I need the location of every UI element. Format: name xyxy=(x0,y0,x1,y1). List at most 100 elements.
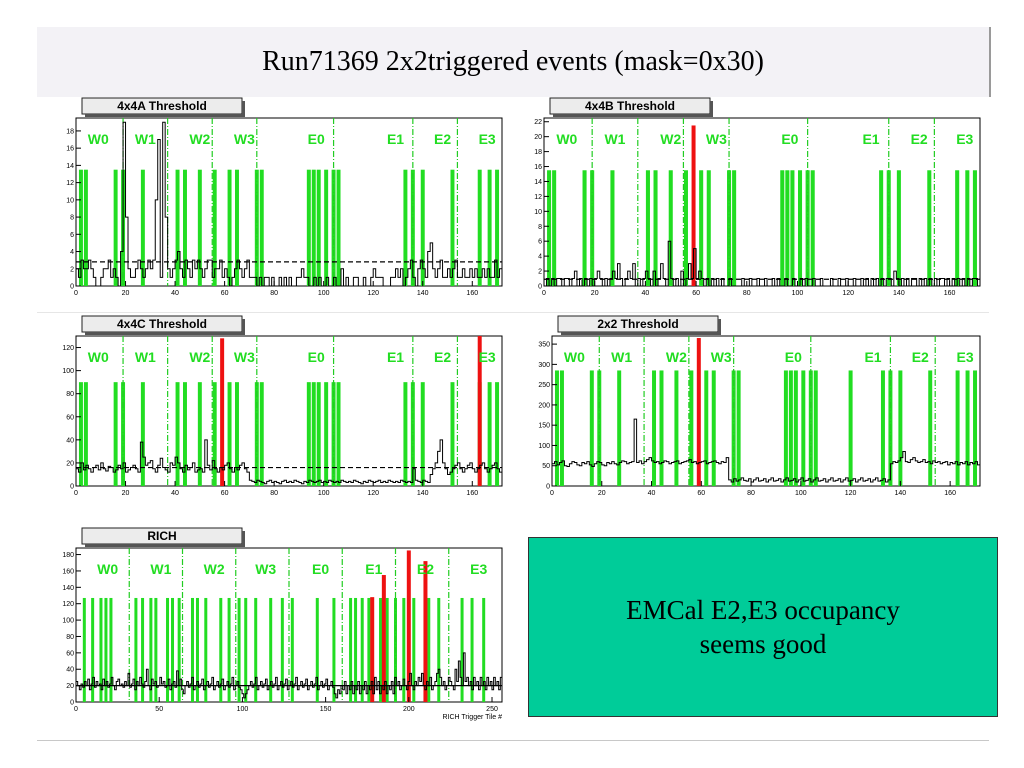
y-tick-label: 100 xyxy=(62,618,74,625)
region-label: E0 xyxy=(308,131,325,147)
green-strip xyxy=(324,382,329,486)
y-tick-label: 0 xyxy=(546,484,550,491)
y-tick-label: 6 xyxy=(70,232,74,239)
y-tick-label: 180 xyxy=(62,552,74,559)
x-tick-label: 0 xyxy=(542,290,546,297)
green-strip xyxy=(177,597,181,702)
y-tick-label: 200 xyxy=(538,402,550,409)
green-strip xyxy=(736,370,741,486)
green-strip xyxy=(403,169,408,286)
x-tick-label: 60 xyxy=(697,490,705,497)
y-tick-label: 0 xyxy=(70,484,74,491)
green-strip xyxy=(402,597,406,702)
x-tick-label: 140 xyxy=(417,290,429,297)
title-tab-shadow xyxy=(718,319,721,334)
green-strip xyxy=(324,169,329,286)
plot-frame xyxy=(75,117,503,287)
region-label: W2 xyxy=(189,349,210,365)
green-strip xyxy=(316,169,321,286)
green-strip xyxy=(420,382,425,486)
y-tick-label: 2 xyxy=(538,269,542,276)
histogram-trace xyxy=(552,418,980,486)
x-tick-label: 40 xyxy=(648,490,656,497)
title-tab-shadow xyxy=(85,332,245,335)
region-label: E2 xyxy=(434,349,451,365)
region-label: E2 xyxy=(434,131,451,147)
green-strip xyxy=(785,170,790,286)
y-tick-label: 60 xyxy=(66,650,74,657)
green-strip xyxy=(711,370,716,486)
green-strip xyxy=(109,597,113,702)
green-strip xyxy=(780,170,785,286)
red-strip xyxy=(406,550,411,702)
green-strip xyxy=(259,169,264,286)
green-strip xyxy=(182,169,187,286)
green-strip xyxy=(972,170,977,286)
x-tick-label: 160 xyxy=(466,290,478,297)
y-tick-label: 40 xyxy=(66,437,74,444)
y-tick-label: 8 xyxy=(538,224,542,231)
green-strip xyxy=(354,597,358,702)
title-tab-shadow xyxy=(553,114,713,117)
green-strip xyxy=(212,169,217,286)
y-tick-label: 10 xyxy=(534,209,542,216)
green-strip xyxy=(379,597,383,702)
chart-title-tab: 4x4B Threshold xyxy=(549,97,713,117)
green-strip xyxy=(848,370,853,486)
y-tick-label: 14 xyxy=(534,179,542,186)
x-tick-label: 20 xyxy=(591,290,599,297)
region-label: E3 xyxy=(479,349,496,365)
green-strip xyxy=(403,382,408,486)
green-strip xyxy=(78,382,83,486)
chart-4x4b-threshold: 4x4B Threshold W0 W1 W2 W3 E0 E1 E2 E3 0 2 4 6 8 10 12 1… xyxy=(530,96,990,297)
chart-title: 2x2 Threshold xyxy=(597,317,678,331)
x-tick-label: 40 xyxy=(171,290,179,297)
region-label: W2 xyxy=(204,561,225,577)
region-label: E0 xyxy=(308,349,325,365)
green-strip xyxy=(482,597,486,702)
y-tick-label: 6 xyxy=(538,239,542,246)
red-strip xyxy=(381,575,386,702)
green-strip xyxy=(104,597,108,702)
green-strip xyxy=(880,370,885,486)
region-label: W1 xyxy=(135,131,156,147)
green-strip xyxy=(195,597,199,702)
green-strip xyxy=(668,170,673,286)
y-tick-label: 12 xyxy=(534,194,542,201)
green-strip xyxy=(113,382,118,486)
plot-area: W0 W1 W2 W3 E0 E1 E2 E3 xyxy=(76,336,502,486)
y-tick-label: 0 xyxy=(70,284,74,291)
green-strip xyxy=(470,597,474,702)
region-label: W3 xyxy=(234,131,255,147)
footer-rule xyxy=(37,740,989,741)
chart-title-tab: RICH xyxy=(81,527,245,547)
chart-title-tab: 4x4C Threshold xyxy=(81,315,245,335)
region-label: W3 xyxy=(255,561,276,577)
green-strip xyxy=(927,170,932,286)
green-strip xyxy=(699,170,704,286)
y-tick-label: 60 xyxy=(66,414,74,421)
region-label: E1 xyxy=(864,349,881,365)
chart-title: RICH xyxy=(147,529,176,543)
title-tab-shadow xyxy=(242,319,245,334)
green-strip xyxy=(427,597,431,702)
region-label: W0 xyxy=(88,131,109,147)
green-strip xyxy=(254,382,259,486)
chart-4x4a-threshold: 4x4A Threshold W0 W1 W2 W3 E0 E1 E2 E3 0 2 4 6 8 10 12 1… xyxy=(62,96,512,297)
green-strip xyxy=(437,597,441,702)
note-box: EMCal E2,E3 occupancy seems good xyxy=(528,537,998,717)
region-label: W2 xyxy=(660,131,681,147)
red-strip xyxy=(477,336,482,486)
green-strip xyxy=(227,169,232,286)
x-tick-label: 160 xyxy=(466,490,478,497)
region-label: W2 xyxy=(189,131,210,147)
y-tick-label: 300 xyxy=(538,362,550,369)
green-strip xyxy=(197,382,202,486)
green-strip xyxy=(235,382,239,486)
region-label: E2 xyxy=(911,131,928,147)
y-tick-label: 120 xyxy=(62,345,74,352)
green-strip xyxy=(254,597,258,702)
x-tick-label: 140 xyxy=(895,490,907,497)
y-tick-label: 20 xyxy=(66,460,74,467)
green-strip xyxy=(706,170,711,286)
